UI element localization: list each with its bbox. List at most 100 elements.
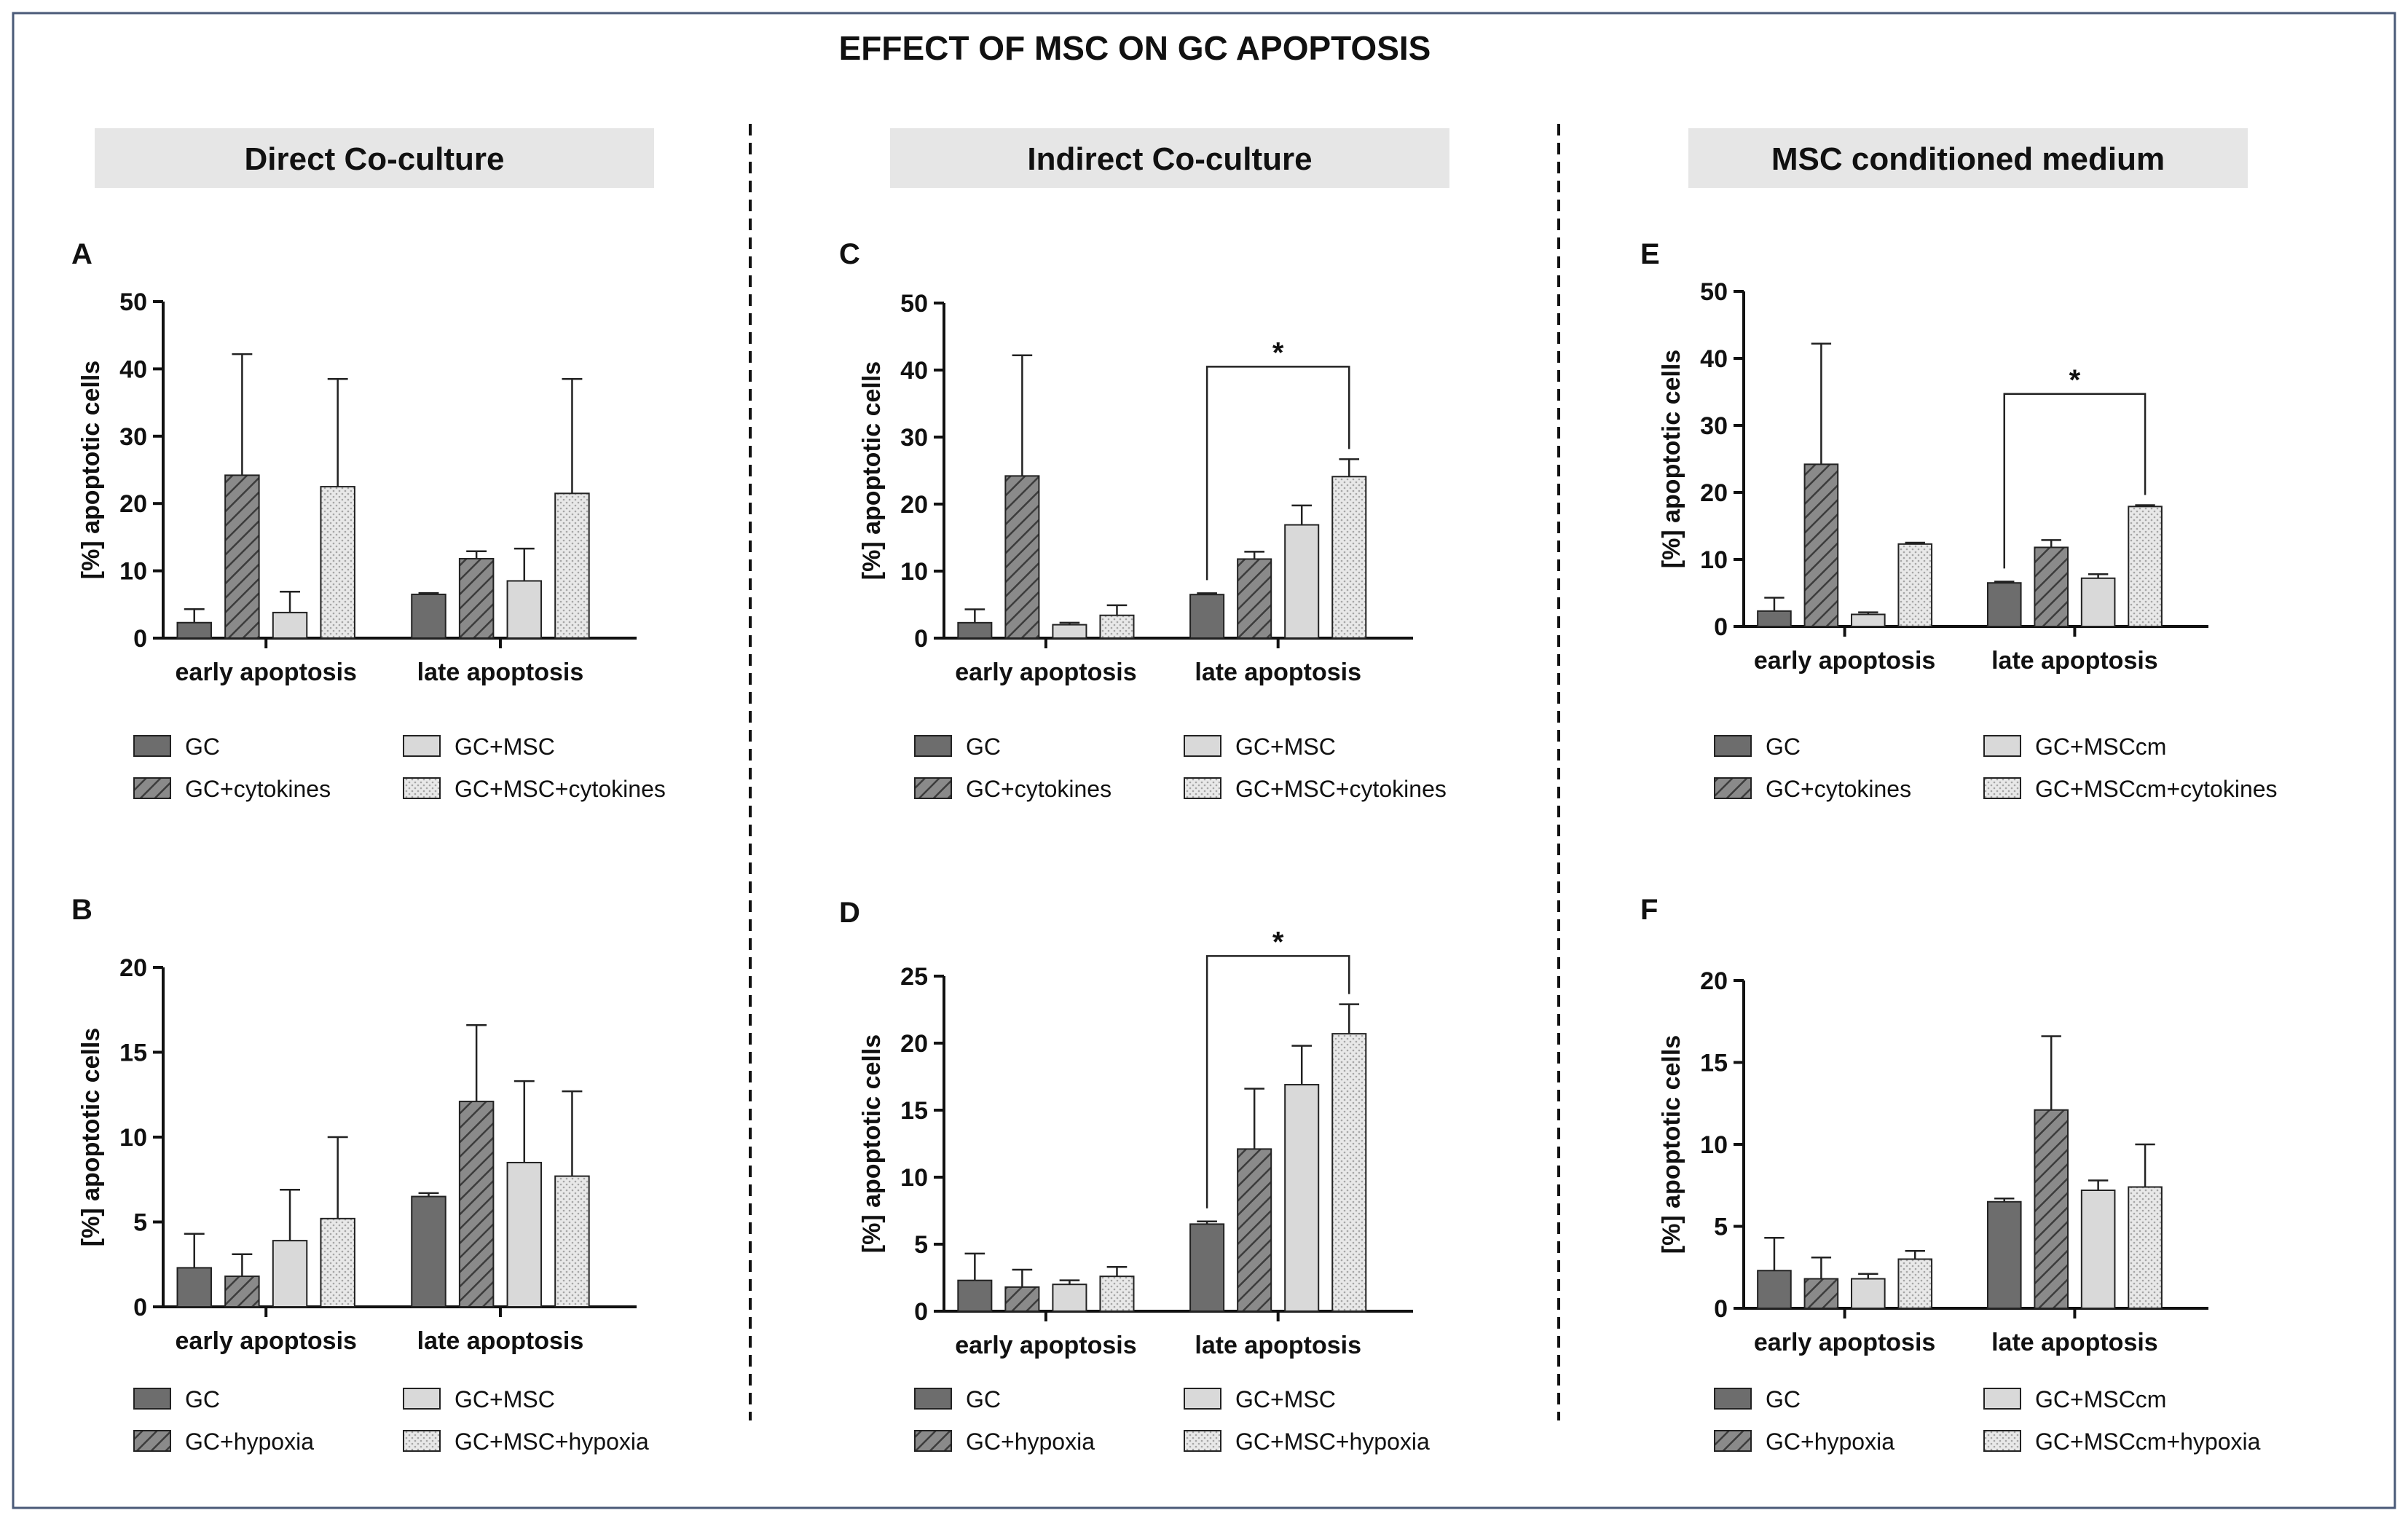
y-tick-label: 20 bbox=[119, 954, 147, 982]
panel-letter: A bbox=[71, 238, 93, 270]
x-category-label: late apoptosis bbox=[1991, 1329, 2158, 1356]
bar bbox=[411, 593, 446, 640]
legend-swatch bbox=[1983, 777, 2021, 799]
legend-label: GC+MSCcm bbox=[2035, 734, 2166, 760]
legend-label: GC+cytokines bbox=[1766, 776, 1911, 802]
legend-swatch bbox=[403, 1430, 441, 1452]
y-axis-label: [%] apoptotic cells bbox=[77, 1028, 105, 1246]
y-axis-label: [%] apoptotic cells bbox=[1658, 1035, 1685, 1254]
y-tick-label: 30 bbox=[900, 424, 928, 452]
bar bbox=[1803, 1278, 1839, 1309]
legend-label: GC+hypoxia bbox=[966, 1428, 1095, 1455]
bar bbox=[2080, 1190, 2116, 1309]
bar bbox=[506, 1161, 543, 1308]
legend-label: GC+hypoxia bbox=[185, 1428, 314, 1455]
bar bbox=[2080, 577, 2116, 628]
bar bbox=[176, 1267, 212, 1308]
y-tick-label: 50 bbox=[119, 288, 147, 316]
section-header-title: Direct Co-culture bbox=[245, 141, 505, 177]
bar bbox=[506, 580, 543, 640]
legend-swatch bbox=[1714, 735, 1752, 757]
y-tick-label: 30 bbox=[119, 423, 147, 451]
legend-label: GC bbox=[966, 1386, 1001, 1412]
chart-panel-e: E 0 10 20 30 40 50 [%] apoptotic cells early apo… bbox=[1640, 238, 2278, 802]
legend-swatch bbox=[1983, 735, 2021, 757]
panel-letter: F bbox=[1640, 894, 1658, 926]
x-category-label: late apoptosis bbox=[417, 659, 584, 686]
legend-label: GC bbox=[185, 1386, 220, 1412]
y-tick-label: 10 bbox=[900, 1164, 928, 1192]
y-tick-label: 0 bbox=[914, 1298, 928, 1326]
legend-label: GC+hypoxia bbox=[1766, 1428, 1894, 1455]
y-axis-label: [%] apoptotic cells bbox=[1658, 350, 1685, 568]
legend-swatch bbox=[1184, 1388, 1221, 1410]
bar bbox=[1099, 1276, 1135, 1313]
y-tick-label: 10 bbox=[1700, 546, 1728, 574]
bar bbox=[1331, 1033, 1367, 1312]
legend-swatch bbox=[1184, 1430, 1221, 1452]
bar bbox=[458, 1101, 495, 1308]
legend-label: GC+MSC+hypoxia bbox=[1235, 1428, 1430, 1455]
legend-label: GC bbox=[1766, 734, 1801, 760]
x-category-label: late apoptosis bbox=[417, 1327, 584, 1355]
y-tick-label: 0 bbox=[1714, 613, 1728, 641]
bar bbox=[176, 621, 212, 639]
significance-marker: * bbox=[1272, 337, 1284, 369]
legend-swatch bbox=[1714, 777, 1752, 799]
bar bbox=[1803, 463, 1839, 627]
bar bbox=[1004, 475, 1040, 639]
bar bbox=[1897, 1258, 1933, 1309]
bar bbox=[1897, 543, 1933, 628]
legend-swatch bbox=[403, 735, 441, 757]
legend-label: GC+MSC+cytokines bbox=[455, 776, 666, 802]
bar bbox=[320, 486, 355, 639]
significance-bracket bbox=[2003, 393, 2147, 569]
y-tick-label: 50 bbox=[900, 290, 928, 318]
panel-letter: E bbox=[1640, 238, 1660, 270]
y-tick-label: 40 bbox=[900, 357, 928, 385]
legend-swatch bbox=[403, 777, 441, 799]
y-tick-label: 15 bbox=[900, 1097, 928, 1125]
x-category-label: late apoptosis bbox=[1991, 647, 2158, 675]
section-header-box bbox=[890, 128, 1449, 188]
y-tick-label: 20 bbox=[900, 1030, 928, 1058]
legend-label: GC bbox=[185, 734, 220, 760]
y-tick-label: 50 bbox=[1700, 278, 1728, 306]
bar bbox=[1757, 1270, 1792, 1309]
legend-label: GC+MSCcm+cytokines bbox=[2035, 776, 2278, 802]
legend-swatch bbox=[133, 777, 171, 799]
y-axis-label: [%] apoptotic cells bbox=[858, 1034, 886, 1253]
bar bbox=[2128, 506, 2163, 627]
bar bbox=[957, 621, 993, 640]
legend-label: GC bbox=[966, 734, 1001, 760]
legend-swatch bbox=[914, 735, 952, 757]
legend-swatch bbox=[1983, 1430, 2021, 1452]
bar bbox=[272, 611, 308, 639]
significance-marker: * bbox=[1272, 926, 1284, 958]
y-tick-label: 5 bbox=[914, 1231, 928, 1259]
legend-label: GC+MSCcm bbox=[2035, 1386, 2166, 1412]
y-tick-label: 15 bbox=[119, 1039, 147, 1067]
y-axis-label: [%] apoptotic cells bbox=[77, 361, 105, 579]
legend-swatch bbox=[133, 1430, 171, 1452]
legend-label: GC+cytokines bbox=[966, 776, 1111, 802]
y-tick-label: 40 bbox=[119, 355, 147, 383]
section-header-title: MSC conditioned medium bbox=[1771, 141, 2165, 177]
bar bbox=[1986, 582, 2022, 628]
legend-swatch bbox=[914, 1430, 952, 1452]
figure-title: EFFECT OF MSC ON GC APOPTOSIS bbox=[839, 29, 1431, 67]
y-tick-label: 5 bbox=[1714, 1214, 1728, 1241]
y-tick-label: 10 bbox=[1700, 1131, 1728, 1159]
panel-letter: C bbox=[839, 238, 860, 270]
legend-label: GC+MSCcm+hypoxia bbox=[2035, 1428, 2261, 1455]
x-category-label: late apoptosis bbox=[1195, 1332, 1361, 1359]
legend-label: GC+MSC bbox=[1235, 734, 1336, 760]
bar bbox=[1284, 524, 1320, 640]
bar bbox=[1757, 610, 1792, 628]
legend-swatch bbox=[403, 1388, 441, 1410]
legend-label: GC+MSC+cytokines bbox=[1235, 776, 1447, 802]
bar bbox=[224, 474, 260, 640]
section-headers: Direct Co-culture Indirect Co-culture MSC … bbox=[95, 128, 2248, 188]
